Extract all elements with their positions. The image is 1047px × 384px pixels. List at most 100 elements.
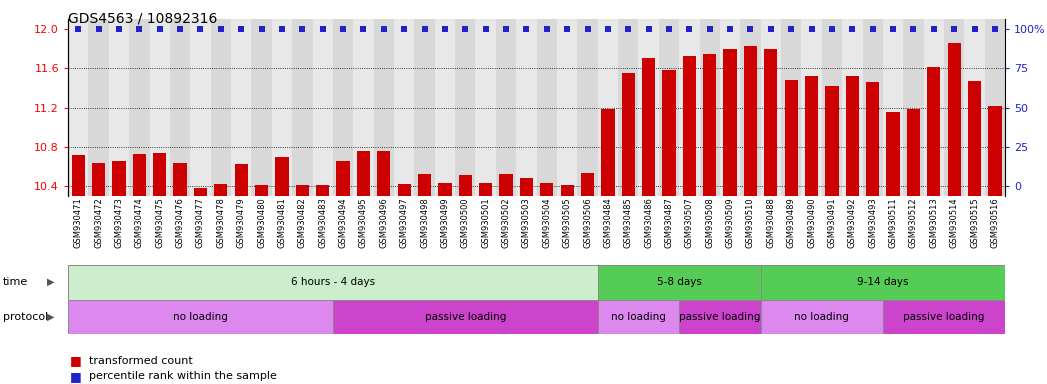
Bar (822, 19, 842, 196)
Text: GDS4563 / 10892316: GDS4563 / 10892316 (68, 12, 218, 25)
Text: percentile rank within the sample: percentile rank within the sample (89, 371, 276, 381)
Bar (659, 19, 680, 196)
Bar (618, 19, 639, 196)
Bar (842, 19, 863, 196)
Bar (312, 19, 333, 196)
Bar (622, 73, 634, 196)
Bar (948, 43, 961, 196)
Bar (499, 174, 513, 196)
Bar (153, 153, 166, 196)
Bar (761, 300, 883, 334)
Bar (537, 19, 557, 196)
Bar (251, 19, 272, 196)
Bar (944, 19, 964, 196)
Bar (92, 164, 106, 196)
Bar (801, 19, 822, 196)
Text: ▶: ▶ (47, 312, 54, 322)
Bar (887, 113, 899, 196)
Bar (866, 82, 879, 196)
Text: passive loading: passive loading (904, 312, 984, 322)
Bar (231, 19, 251, 196)
Bar (601, 109, 615, 196)
Bar (174, 164, 186, 196)
Bar (333, 300, 598, 334)
Bar (475, 19, 496, 196)
Bar (112, 162, 126, 196)
Text: 5-8 days: 5-8 days (656, 277, 701, 287)
Text: passive loading: passive loading (680, 312, 760, 322)
Bar (639, 19, 659, 196)
Bar (723, 49, 737, 196)
Bar (418, 174, 431, 196)
Bar (784, 80, 798, 196)
Bar (415, 19, 435, 196)
Bar (846, 76, 859, 196)
Text: time: time (3, 277, 28, 287)
Bar (761, 265, 1005, 300)
Text: ■: ■ (70, 370, 82, 383)
Bar (781, 19, 801, 196)
Text: no loading: no loading (173, 312, 228, 322)
Bar (336, 162, 350, 196)
Bar (170, 19, 191, 196)
Bar (333, 19, 353, 196)
Bar (642, 58, 655, 196)
Bar (68, 300, 333, 334)
Bar (150, 19, 170, 196)
Bar (577, 19, 598, 196)
Bar (540, 183, 554, 196)
Bar (928, 67, 940, 196)
Bar (598, 300, 680, 334)
Bar (557, 19, 577, 196)
Bar (923, 19, 944, 196)
Bar (883, 300, 1005, 334)
Bar (985, 19, 1005, 196)
Bar (459, 175, 472, 196)
Bar (663, 70, 675, 196)
Text: no loading: no loading (611, 312, 666, 322)
Bar (295, 185, 309, 196)
Bar (825, 86, 839, 196)
Text: passive loading: passive loading (425, 312, 506, 322)
Text: 6 hours - 4 days: 6 hours - 4 days (291, 277, 375, 287)
Bar (581, 173, 594, 196)
Bar (560, 185, 574, 196)
Bar (680, 300, 761, 334)
Bar (255, 185, 268, 196)
Text: ▶: ▶ (47, 277, 54, 287)
Bar (292, 19, 312, 196)
Bar (275, 157, 289, 196)
Bar (357, 151, 370, 196)
Text: 9-14 days: 9-14 days (857, 277, 909, 287)
Bar (967, 81, 981, 196)
Bar (215, 184, 227, 196)
Bar (68, 19, 88, 196)
Bar (377, 151, 391, 196)
Bar (699, 19, 720, 196)
Bar (683, 56, 696, 196)
Bar (496, 19, 516, 196)
Bar (133, 154, 146, 196)
Bar (680, 19, 699, 196)
Bar (904, 19, 923, 196)
Bar (480, 183, 492, 196)
Bar (740, 19, 761, 196)
Bar (235, 164, 248, 196)
Text: ■: ■ (70, 354, 82, 367)
Bar (743, 46, 757, 196)
Bar (883, 19, 904, 196)
Bar (129, 19, 150, 196)
Bar (516, 19, 537, 196)
Text: protocol: protocol (3, 312, 48, 322)
Bar (598, 265, 761, 300)
Bar (210, 19, 231, 196)
Bar (191, 19, 210, 196)
Bar (720, 19, 740, 196)
Bar (194, 188, 207, 196)
Text: transformed count: transformed count (89, 356, 193, 366)
Bar (316, 185, 330, 196)
Bar (109, 19, 129, 196)
Text: no loading: no loading (795, 312, 849, 322)
Bar (863, 19, 883, 196)
Bar (272, 19, 292, 196)
